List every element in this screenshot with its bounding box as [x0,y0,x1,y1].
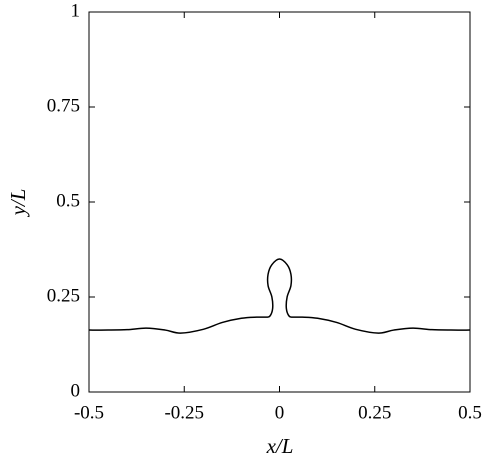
y-tick-label: 0.25 [47,285,80,306]
y-tick-label: 0 [71,380,81,401]
x-tick-label: -0.25 [164,402,204,423]
y-tick-label: 1 [71,0,81,21]
x-tick-label: 0.5 [458,402,482,423]
y-axis-label: y/L [6,189,30,218]
x-tick-label: 0.25 [358,402,391,423]
plot-frame [88,11,471,393]
x-tick-label: 0 [275,402,285,423]
interface-line [88,258,471,334]
y-tick-label: 0.5 [56,190,80,211]
x-tick-label: -0.5 [74,402,104,423]
y-tick-label: 0.75 [47,95,80,116]
x-axis-label: x/L [266,434,294,458]
